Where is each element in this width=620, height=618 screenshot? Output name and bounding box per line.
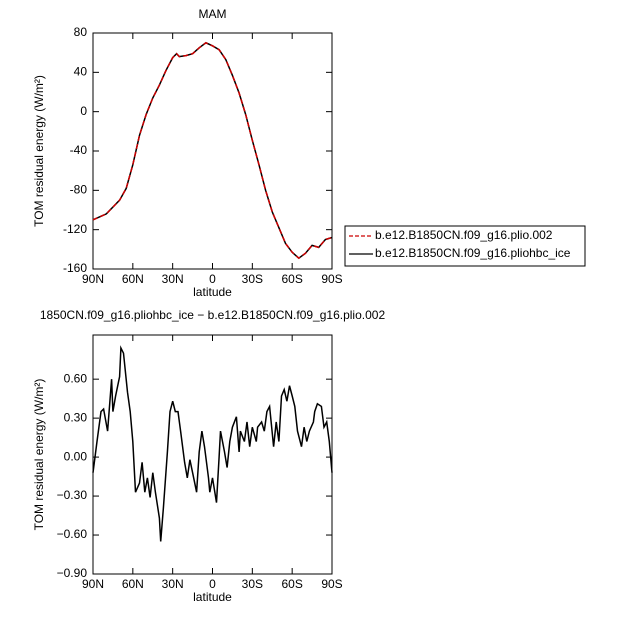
x-axis-label: latitude (193, 590, 232, 604)
x-tick-label: 30N (162, 577, 184, 591)
y-tick-label: -40 (70, 143, 88, 157)
legend-box (344, 225, 586, 267)
x-tick-label: 60N (122, 577, 144, 591)
chart-title: 1850CN.f09_g16.pliohbc_ice − b.e12.B1850… (40, 308, 386, 322)
plot-frame (92, 32, 333, 270)
x-tick-label: 30S (242, 272, 263, 286)
y-tick-label: 40 (74, 65, 88, 79)
x-tick-label: 60S (281, 577, 302, 591)
x-tick-label: 90S (321, 272, 342, 286)
x-tick-label: 60N (122, 272, 144, 286)
y-tick-label: 0.00 (64, 449, 88, 463)
data-line (92, 41, 333, 260)
y-tick-label: 0.60 (64, 371, 88, 385)
legend-label: b.e12.B1850CN.f09_g16.plio.002 (375, 228, 553, 242)
y-tick-label: -80 (70, 183, 88, 197)
x-tick-label: 90N (82, 272, 104, 286)
y-axis-label: TOM residual energy (W/m²) (32, 75, 46, 227)
y-tick-label: 0 (80, 104, 87, 118)
y-tick-label: −0.90 (57, 566, 88, 580)
y-tick-label: -120 (63, 222, 87, 236)
x-tick-label: 30S (242, 577, 263, 591)
plot-frame (92, 334, 333, 575)
y-tick-label: -160 (63, 261, 87, 275)
x-tick-label: 30N (162, 272, 184, 286)
x-axis-label: latitude (193, 285, 232, 299)
legend-label: b.e12.B1850CN.f09_g16.pliohbc_ice (375, 246, 571, 260)
y-axis-label: TOM residual energy (W/m²) (32, 379, 46, 531)
x-tick-label: 90S (321, 577, 342, 591)
y-tick-label: −0.60 (57, 527, 88, 541)
y-tick-label: 0.30 (64, 410, 88, 424)
y-tick-label: −0.30 (57, 488, 88, 502)
y-tick-label: 80 (74, 25, 88, 39)
x-tick-label: 90N (82, 577, 104, 591)
chart-title: MAM (199, 7, 227, 21)
x-tick-label: 0 (209, 577, 216, 591)
data-line (92, 41, 333, 260)
x-tick-label: 0 (209, 272, 216, 286)
x-tick-label: 60S (281, 272, 302, 286)
data-line (92, 345, 333, 542)
